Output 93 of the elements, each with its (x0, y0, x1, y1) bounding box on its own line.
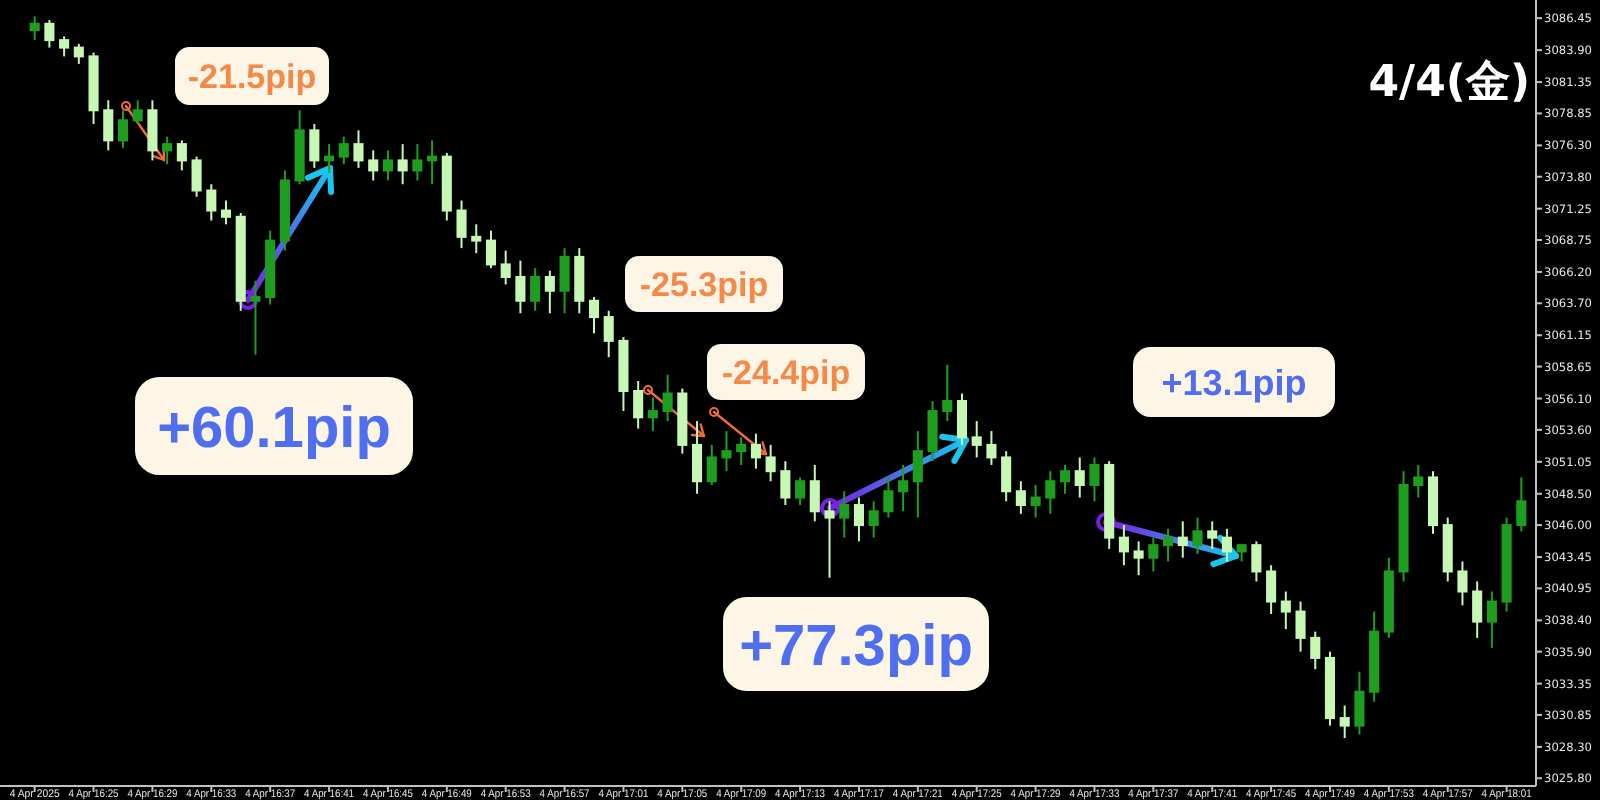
candlestick (1177, 520, 1188, 559)
candlestick (1295, 600, 1306, 653)
text: 4/4(金) (1368, 58, 1530, 108)
candlestick (206, 183, 217, 222)
candlestick (574, 247, 585, 315)
candlestick (795, 476, 806, 507)
candlestick (1207, 520, 1218, 550)
candlestick (324, 143, 335, 174)
candlestick (1001, 450, 1012, 503)
candlestick (942, 363, 953, 423)
candlestick (471, 223, 482, 255)
candlestick (220, 199, 232, 226)
candlestick (368, 149, 379, 182)
candlestick (44, 19, 55, 49)
candlestick (1486, 590, 1497, 649)
candlestick (1015, 480, 1026, 515)
candlestick (191, 155, 202, 198)
candlestick (927, 400, 938, 463)
candlestick (427, 139, 438, 186)
candlestick (633, 379, 644, 430)
annotation: +60.1pip (157, 396, 391, 461)
candlestick (1133, 540, 1144, 577)
candlestick (544, 269, 555, 315)
candlestick (868, 500, 879, 539)
candlestick (721, 430, 732, 473)
annotation: -25.3pip (639, 266, 769, 305)
annotation: +13.1pip (1161, 362, 1307, 403)
candlestick (530, 267, 541, 312)
candlestick (1148, 536, 1159, 573)
candlestick (1280, 590, 1291, 631)
candlestick (765, 443, 776, 483)
candlestick (176, 139, 187, 172)
candlestick (397, 143, 408, 186)
candlestick (1030, 483, 1041, 519)
annotation: -24.4pip (721, 354, 851, 393)
candlestick (1059, 463, 1071, 495)
candlestick (1045, 470, 1056, 515)
candlestick (1516, 476, 1527, 533)
candlestick (162, 135, 173, 166)
candlestick (692, 420, 703, 495)
candlestick (456, 199, 467, 250)
candlestick (824, 500, 835, 579)
candlestick (1457, 560, 1468, 607)
candlestick (662, 373, 673, 423)
candlestick (986, 430, 997, 466)
candlestick (1089, 456, 1100, 503)
candlestick (839, 490, 850, 539)
candlestick (485, 229, 497, 270)
candlestick (912, 430, 923, 519)
candlestick (1266, 564, 1277, 616)
candlestick (412, 143, 423, 182)
candlestick (382, 149, 393, 182)
candlestick (132, 99, 143, 126)
candlestick (515, 259, 526, 315)
candlestick (59, 35, 70, 58)
annotation: +77.3pip (739, 614, 973, 679)
candlestick (1413, 463, 1424, 499)
candlestick (1427, 470, 1439, 535)
candlestick (971, 420, 982, 459)
candlestick (898, 463, 909, 513)
candlestick (1221, 527, 1232, 563)
candlestick (353, 129, 364, 169)
candlestick (780, 460, 791, 507)
candlestick (956, 392, 968, 446)
candlestick (309, 123, 320, 169)
candlestick (1192, 516, 1203, 555)
candlestick (1310, 630, 1321, 671)
candlestick (853, 496, 864, 543)
candlestick (1442, 516, 1453, 583)
candlestick (73, 42, 84, 65)
candlestick (29, 15, 40, 42)
candlestick (1354, 670, 1365, 736)
candlestick (1118, 524, 1129, 567)
candlestick (250, 279, 261, 356)
candlestick (147, 99, 158, 162)
candlestick (706, 443, 717, 486)
candlestick (883, 476, 894, 519)
candlestick (736, 436, 747, 466)
candlestick (750, 432, 761, 470)
candlestick (559, 247, 570, 315)
candlestick (647, 396, 658, 433)
candlestick (1339, 704, 1350, 740)
candlestick (1251, 540, 1262, 583)
candlestick (500, 249, 511, 286)
annotation: -21.5pip (187, 58, 317, 97)
candlestick (338, 135, 349, 166)
candlestick (1472, 580, 1483, 639)
candlestick (1163, 527, 1174, 563)
candlestick (588, 296, 600, 335)
candlestick (809, 463, 820, 523)
candlestick (103, 99, 114, 152)
candlestick (603, 309, 614, 359)
candlestick (1074, 456, 1085, 499)
